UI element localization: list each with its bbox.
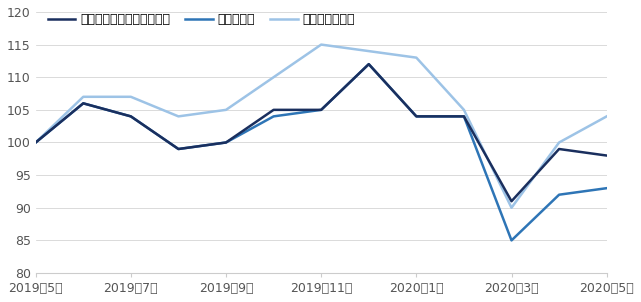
グローバル株式: [413, 56, 420, 59]
新興国株式: [317, 108, 325, 112]
新興国株式: [460, 114, 468, 118]
グローバル株式: [174, 114, 182, 118]
アジア株式（日本を除く）: [222, 141, 230, 144]
新興国株式: [603, 186, 610, 190]
グローバル株式: [270, 76, 278, 79]
Legend: アジア株式（日本を除く）, 新興国株式, グローバル株式: アジア株式（日本を除く）, 新興国株式, グローバル株式: [47, 13, 355, 26]
グローバル株式: [460, 108, 468, 112]
新興国株式: [79, 101, 87, 105]
アジア株式（日本を除く）: [32, 141, 40, 144]
新興国株式: [365, 62, 372, 66]
アジア株式（日本を除く）: [317, 108, 325, 112]
アジア株式（日本を除く）: [460, 114, 468, 118]
グローバル株式: [79, 95, 87, 99]
新興国株式: [555, 193, 563, 197]
グローバル株式: [222, 108, 230, 112]
Line: アジア株式（日本を除く）: アジア株式（日本を除く）: [36, 64, 606, 201]
アジア株式（日本を除く）: [174, 147, 182, 151]
新興国株式: [413, 114, 420, 118]
新興国株式: [127, 114, 135, 118]
グローバル株式: [365, 49, 372, 53]
グローバル株式: [508, 206, 515, 210]
Line: グローバル株式: グローバル株式: [36, 45, 606, 208]
Line: 新興国株式: 新興国株式: [36, 64, 606, 240]
アジア株式（日本を除く）: [508, 199, 515, 203]
グローバル株式: [603, 114, 610, 118]
アジア株式（日本を除く）: [79, 101, 87, 105]
アジア株式（日本を除く）: [127, 114, 135, 118]
アジア株式（日本を除く）: [555, 147, 563, 151]
グローバル株式: [32, 141, 40, 144]
新興国株式: [32, 141, 40, 144]
アジア株式（日本を除く）: [270, 108, 278, 112]
グローバル株式: [555, 141, 563, 144]
アジア株式（日本を除く）: [365, 62, 372, 66]
新興国株式: [508, 239, 515, 242]
グローバル株式: [317, 43, 325, 47]
新興国株式: [222, 141, 230, 144]
新興国株式: [270, 114, 278, 118]
新興国株式: [174, 147, 182, 151]
アジア株式（日本を除く）: [603, 154, 610, 157]
アジア株式（日本を除く）: [413, 114, 420, 118]
グローバル株式: [127, 95, 135, 99]
